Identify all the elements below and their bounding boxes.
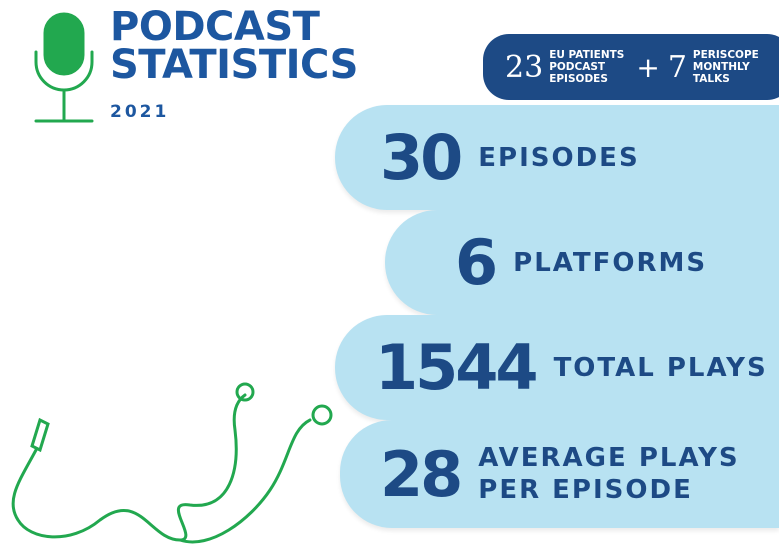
year: 2021 [110, 102, 169, 122]
label-line: EU PATIENTS [549, 49, 624, 61]
label-line: EPISODES [478, 142, 639, 174]
label-line: PER EPISODE [478, 474, 739, 506]
label-line: MONTHLY [693, 61, 759, 73]
stat-number: 6 [455, 226, 495, 299]
page: PODCASTSTATISTICS 2021 23 EU PATIENTSPOD… [0, 0, 779, 553]
label-line: TOTAL PLAYS [554, 352, 768, 384]
title-line: STATISTICS [110, 46, 358, 84]
stat-pill: 1544 TOTAL PLAYS [335, 315, 779, 420]
label-line: TALKS [693, 73, 759, 85]
label-line: PERISCOPE [693, 49, 759, 61]
stat-pill: 30 EPISODES [335, 105, 779, 210]
stat-pill: 6 PLATFORMS [385, 210, 779, 315]
stat-label: PLATFORMS [513, 247, 707, 279]
label-line: AVERAGE PLAYS [478, 442, 739, 474]
stat-number: 28 [380, 438, 460, 511]
title-line: PODCAST [110, 8, 358, 46]
label-line: EPISODES [549, 73, 624, 85]
badge-number: 7 [668, 50, 687, 85]
plus: + [636, 51, 659, 84]
stat-number: 30 [380, 121, 460, 194]
badge-number: 23 [505, 50, 543, 85]
stat-label: EPISODES [478, 142, 639, 174]
label-line: PODCAST [549, 61, 624, 73]
stat-number: 1544 [375, 331, 536, 404]
stat-label: TOTAL PLAYS [554, 352, 768, 384]
label-line: PLATFORMS [513, 247, 707, 279]
